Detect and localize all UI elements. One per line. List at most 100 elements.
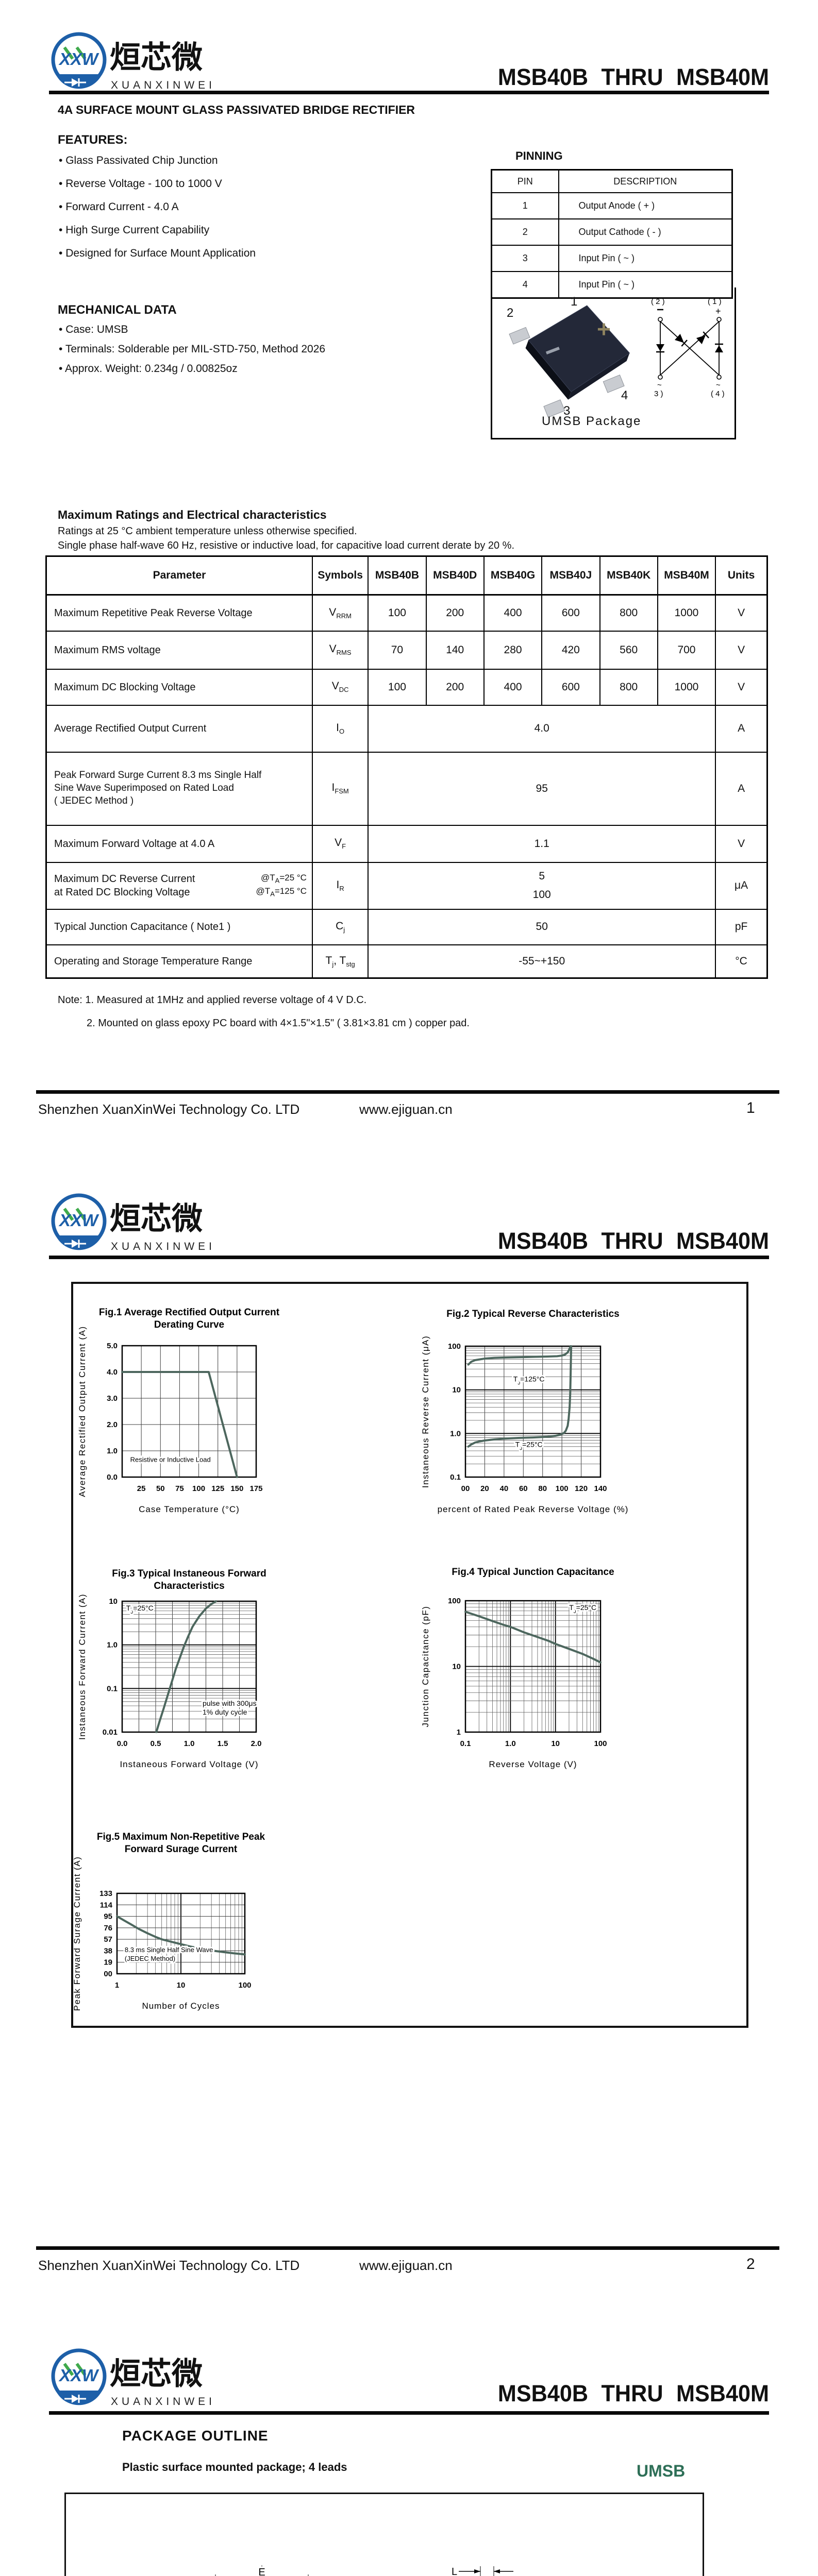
page-title: MSB40B THRU MSB40M bbox=[497, 64, 769, 90]
logo-graphic: XXW 烜芯微 XUANXINWEI bbox=[51, 1193, 215, 1252]
ratings-row: Maximum Forward Voltage at 4.0 A VF 1.1 V bbox=[45, 824, 768, 863]
ratings-row: Average Rectified Output Current IO 4.0 A bbox=[45, 704, 768, 753]
logo-acronym: XXW bbox=[58, 1211, 99, 1230]
logo-graphic: XXW 烜芯微 XUANXINWEI bbox=[51, 32, 215, 91]
pin-description: Input Pin ( ~ ) bbox=[558, 245, 733, 272]
pin-number: 4 bbox=[491, 271, 559, 299]
package-photo bbox=[509, 305, 630, 418]
mechanical-item: Approx. Weight: 0.234g / 0.00825oz bbox=[59, 363, 325, 382]
mechanical-item: Case: UMSB bbox=[59, 324, 325, 343]
ratings-row: Peak Forward Surge Current 8.3 ms Single… bbox=[45, 751, 768, 826]
ratings-col: MSB40D bbox=[425, 555, 485, 596]
ratings-heading: Maximum Ratings and Electrical character… bbox=[58, 508, 327, 521]
pinning-row: 2 Output Cathode ( - ) bbox=[491, 218, 733, 246]
header-rule bbox=[49, 91, 769, 94]
dim-L: L bbox=[452, 2566, 457, 2576]
feature-item: Designed for Surface Mount Application bbox=[59, 247, 256, 270]
feature-item: Reverse Voltage - 100 to 1000 V bbox=[59, 178, 256, 201]
feature-item: Glass Passivated Chip Junction bbox=[59, 155, 256, 178]
outline-top-view: E D b bbox=[215, 2565, 309, 2576]
company-name-cn: 烜芯微 bbox=[110, 1201, 203, 1236]
schematic-label-3: 3 ) bbox=[654, 389, 663, 398]
pinning-col-description: DESCRIPTION bbox=[558, 169, 733, 193]
footer-company-2: Shenzhen XuanXinWei Technology Co. LTD bbox=[38, 2258, 300, 2273]
company-logo: XXW 烜芯微 XUANXINWEI bbox=[49, 2343, 235, 2411]
feature-item: Forward Current - 4.0 A bbox=[59, 201, 256, 224]
package-name: UMSB bbox=[637, 2462, 686, 2480]
footer-website-1: www.ejiguan.cn bbox=[359, 1101, 453, 1117]
logo-graphic: XXW 烜芯微 XUANXINWEI bbox=[51, 2348, 215, 2408]
schematic-plus: + bbox=[715, 306, 721, 316]
ratings-row: Typical Junction Capacitance ( Note1 ) Cj… bbox=[45, 908, 768, 945]
photo-pin-4: 4 bbox=[621, 388, 628, 402]
figures-box bbox=[71, 1282, 748, 2028]
photo-pin-1: 1 bbox=[571, 295, 578, 309]
dim-E: E bbox=[258, 2567, 265, 2576]
footer-rule-2 bbox=[36, 2246, 779, 2250]
outline-side-view: L e bbox=[452, 2566, 513, 2576]
logo-acronym: XXW bbox=[58, 49, 99, 69]
company-name-en: XUANXINWEI bbox=[111, 1241, 215, 1252]
pinning-table: PIN DESCRIPTION 1 Output Anode ( + ) 2 O… bbox=[491, 169, 733, 299]
product-subtitle: 4A SURFACE MOUNT GLASS PASSIVATED BRIDGE… bbox=[58, 103, 415, 116]
feature-item: High Surge Current Capability bbox=[59, 224, 256, 247]
mechanical-data-heading: MECHANICAL DATA bbox=[58, 303, 177, 317]
footer-company-1: Shenzhen XuanXinWei Technology Co. LTD bbox=[38, 1101, 300, 1117]
note-2: 2. Mounted on glass epoxy PC board with … bbox=[87, 1018, 470, 1029]
mechanical-data-list: Case: UMSBTerminals: Solderable per MIL-… bbox=[59, 324, 325, 382]
footer-rule-1 bbox=[36, 1090, 779, 1094]
pin-number: 2 bbox=[491, 218, 559, 246]
ratings-row: Maximum DC Reverse Current @TA=25 °C at Ra… bbox=[45, 861, 768, 910]
package-outline-subtitle: Plastic surface mounted package; 4 leads bbox=[122, 2461, 347, 2473]
ratings-row: Maximum DC Blocking Voltage VDC 100 200 400 6… bbox=[45, 668, 768, 706]
ratings-col: MSB40M bbox=[657, 555, 716, 596]
photo-pin-3: 3 bbox=[563, 404, 571, 418]
pinning-row: 1 Output Anode ( + ) bbox=[491, 192, 733, 219]
company-name-cn: 烜芯微 bbox=[110, 2357, 203, 2391]
company-logo: XXW 烜芯微 XUANXINWEI bbox=[49, 27, 235, 95]
ratings-col: MSB40K bbox=[599, 555, 658, 596]
pin-number: 1 bbox=[491, 192, 559, 219]
schematic-label-2: ( 2 ) bbox=[651, 297, 665, 306]
ratings-col: MSB40B bbox=[368, 555, 427, 596]
ratings-col: Parameter bbox=[45, 555, 313, 596]
ratings-table: Parameter Symbols MSB40B MSB40D MSB40G MSB40J… bbox=[45, 555, 768, 979]
schematic-label-1: ( 1 ) bbox=[708, 297, 722, 306]
ratings-col: MSB40G bbox=[483, 555, 543, 596]
page-title-2: MSB40B THRU MSB40M bbox=[497, 1228, 769, 1254]
footer-website-2: www.ejiguan.cn bbox=[359, 2258, 453, 2273]
ratings-col: Symbols bbox=[311, 555, 369, 596]
schematic-tilde-4: ~ bbox=[716, 381, 721, 389]
page-number-2: 2 bbox=[746, 2256, 755, 2273]
schematic-label-4: ( 4 ) bbox=[711, 389, 725, 398]
package-caption: UMSB Package bbox=[542, 414, 642, 428]
logo-acronym: XXW bbox=[58, 2366, 99, 2385]
header-rule-2 bbox=[49, 1256, 769, 1259]
ratings-line1: Ratings at 25 °C ambient temperature unl… bbox=[58, 526, 357, 537]
company-name-cn: 烜芯微 bbox=[110, 40, 203, 75]
company-logo: XXW 烜芯微 XUANXINWEI bbox=[49, 1188, 235, 1256]
ratings-row: Operating and Storage Temperature Range T… bbox=[45, 944, 768, 979]
note-1: Note: 1. Measured at 1MHz and applied re… bbox=[58, 994, 367, 1006]
page-title-3: MSB40B THRU MSB40M bbox=[497, 2380, 769, 2406]
pinning-row: 4 Input Pin ( ~ ) bbox=[491, 271, 733, 299]
schematic-tilde-3: ~ bbox=[657, 381, 662, 389]
package-outline-heading: PACKAGE OUTLINE bbox=[122, 2428, 269, 2444]
pinning-col-pin: PIN bbox=[491, 169, 559, 193]
outline-box: E D b L e bbox=[64, 2493, 704, 2576]
pin-description: Output Anode ( + ) bbox=[558, 192, 733, 219]
pinning-row: 3 Input Pin ( ~ ) bbox=[491, 245, 733, 272]
pin-number: 3 bbox=[491, 245, 559, 272]
bridge-schematic: ( 2 ) ( 1 ) + ~ 3 ) ~ ( 4 ) bbox=[651, 297, 725, 398]
package-illustration-box: 1 2 3 4 UMSB Package ( 2 ) ( 1 ) + ~ 3 )… bbox=[491, 287, 736, 439]
pinning-heading: PINNING bbox=[515, 149, 563, 162]
ratings-col: MSB40J bbox=[541, 555, 600, 596]
features-heading: FEATURES: bbox=[58, 133, 128, 147]
ratings-row: Maximum Repetitive Peak Reverse Voltage V… bbox=[45, 594, 768, 632]
company-name-en: XUANXINWEI bbox=[111, 79, 215, 91]
pin-description: Output Cathode ( - ) bbox=[558, 218, 733, 246]
features-list: Glass Passivated Chip JunctionReverse Vo… bbox=[59, 155, 256, 270]
company-name-en: XUANXINWEI bbox=[111, 2396, 215, 2408]
pin-description: Input Pin ( ~ ) bbox=[558, 271, 733, 299]
photo-pin-2: 2 bbox=[507, 306, 514, 320]
